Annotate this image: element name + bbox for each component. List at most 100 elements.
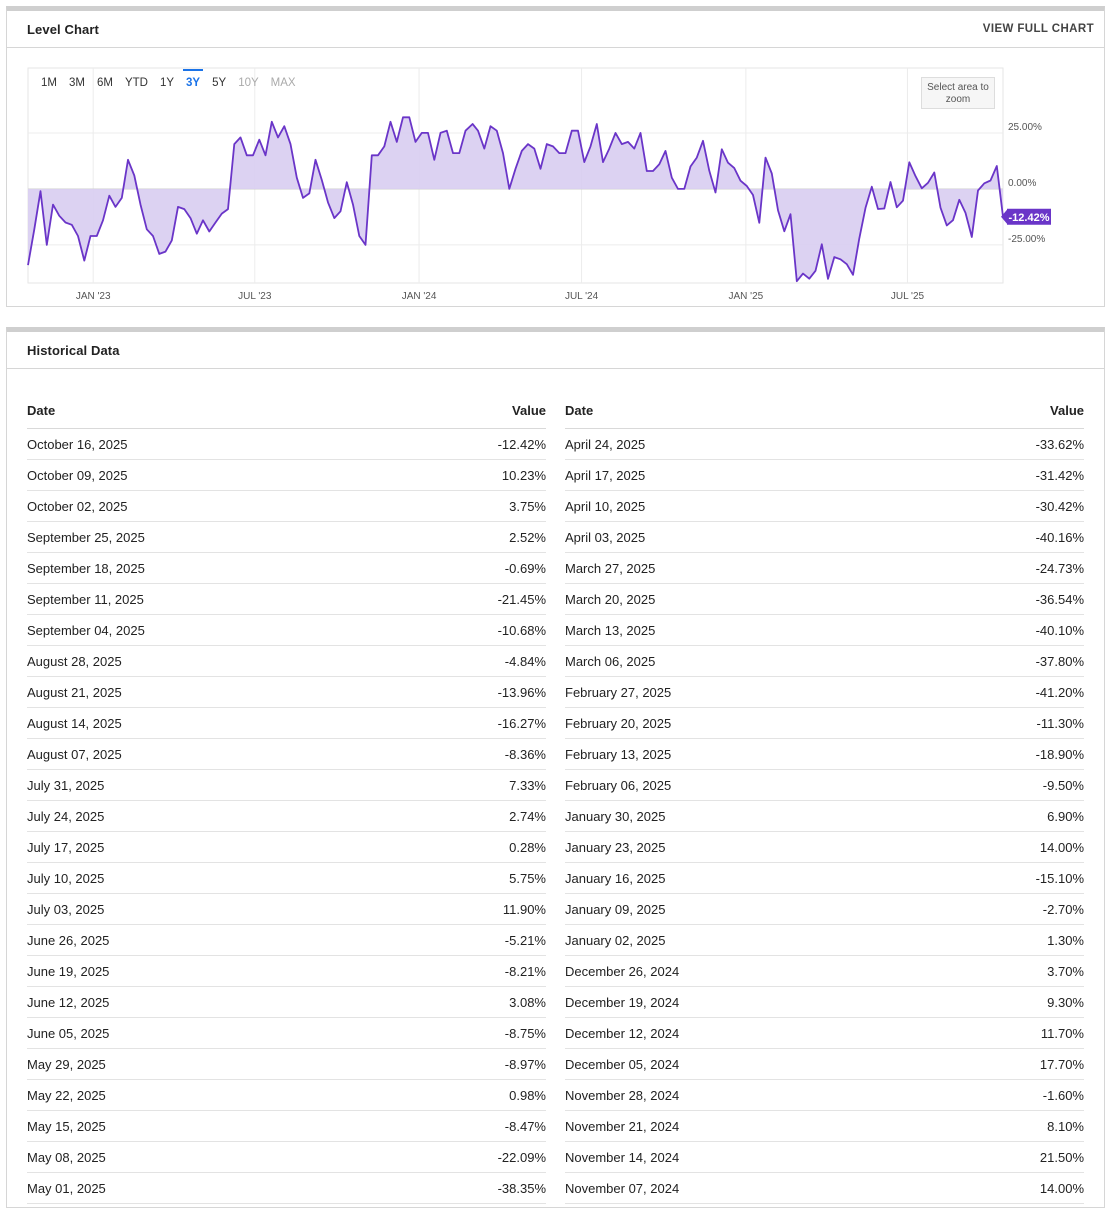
row-date: January 23, 2025: [565, 839, 666, 855]
date-column-header: Date: [565, 402, 594, 418]
row-date: December 26, 2024: [565, 963, 680, 979]
table-row: June 26, 2025 -5.21%: [27, 925, 546, 956]
row-date: February 06, 2025: [565, 777, 672, 793]
x-tick-label: JUL '25: [891, 291, 925, 302]
current-value-label: -12.42%: [1009, 212, 1050, 224]
table-row: February 06, 2025 -9.50%: [565, 770, 1084, 801]
y-tick-label: 25.00%: [1008, 122, 1042, 133]
table-row: December 26, 2024 3.70%: [565, 956, 1084, 987]
table-row: June 12, 2025 3.08%: [27, 987, 546, 1018]
table-row: January 09, 2025 -2.70%: [565, 894, 1084, 925]
row-date: November 21, 2024: [565, 1118, 680, 1134]
range-button-10y: 10Y: [238, 77, 259, 89]
table-row: August 07, 2025 -8.36%: [27, 739, 546, 770]
row-value: 10.23%: [501, 467, 546, 483]
chart-area[interactable]: JAN '23 JUL '23 JAN '24 JUL '24 JAN '25 JUL '…: [7, 48, 1104, 307]
table-row: March 20, 2025 -36.54%: [565, 584, 1084, 615]
current-value-badge: [1007, 208, 1051, 225]
row-date: April 10, 2025: [565, 498, 646, 514]
row-value: -36.54%: [1035, 591, 1084, 607]
row-value: 3.75%: [509, 498, 546, 514]
row-value: 17.70%: [1039, 1056, 1084, 1072]
table-row: December 05, 2024 17.70%: [565, 1049, 1084, 1080]
range-button-5y[interactable]: 5Y: [212, 77, 227, 89]
historical-data-header: Historical Data: [7, 332, 1104, 369]
row-value: -38.35%: [497, 1180, 546, 1196]
table-row: November 28, 2024 -1.60%: [565, 1080, 1084, 1111]
row-date: June 05, 2025: [27, 1025, 110, 1041]
table-row: July 31, 2025 7.33%: [27, 770, 546, 801]
row-date: May 15, 2025: [27, 1118, 106, 1134]
x-tick-label: JUL '23: [238, 291, 272, 302]
range-button-ytd[interactable]: YTD: [124, 77, 148, 89]
row-value: -11.30%: [1036, 715, 1084, 731]
range-button-1y[interactable]: 1Y: [159, 77, 175, 89]
range-button-3m[interactable]: 3M: [68, 77, 85, 89]
range-button-1m[interactable]: 1M: [41, 77, 57, 89]
row-value: -2.70%: [1042, 901, 1084, 917]
range-button-6m[interactable]: 6M: [96, 77, 113, 89]
row-value: -22.09%: [497, 1149, 546, 1165]
row-value: 5.75%: [509, 870, 546, 886]
row-date: February 20, 2025: [565, 715, 672, 731]
range-button-max: MAX: [270, 77, 296, 89]
table-row: May 01, 2025 -38.35%: [27, 1173, 546, 1204]
row-date: October 16, 2025: [27, 436, 128, 452]
table-row: May 22, 2025 0.98%: [27, 1080, 546, 1111]
row-value: -13.96%: [497, 684, 546, 700]
table-row: April 24, 2025 -33.62%: [565, 429, 1084, 460]
table-row: November 21, 2024 8.10%: [565, 1111, 1084, 1142]
historical-data-panel: Historical Data Date Value October 16, 2…: [6, 327, 1105, 1208]
row-value: -21.45%: [497, 591, 546, 607]
series-line: [27, 116, 1004, 283]
table-row: July 03, 2025 11.90%: [27, 894, 546, 925]
row-value: -1.60%: [1042, 1087, 1084, 1103]
row-value: -37.80%: [1035, 653, 1084, 669]
table-row: June 19, 2025 -8.21%: [27, 956, 546, 987]
table-row: October 09, 2025 10.23%: [27, 460, 546, 491]
row-value: -40.10%: [1035, 622, 1084, 638]
range-selector: 1M 3M 6M YTD 1Y 3Y 5Y 10Y MAX: [35, 69, 302, 91]
plot-frame: [27, 67, 1004, 284]
view-full-chart-link[interactable]: VIEW FULL CHART: [982, 23, 1094, 35]
row-date: March 27, 2025: [565, 560, 656, 576]
table-row: August 14, 2025 -16.27%: [27, 708, 546, 739]
row-value: -41.20%: [1035, 684, 1084, 700]
row-date: December 19, 2024: [565, 994, 680, 1010]
range-button-3y[interactable]: 3Y: [180, 69, 206, 91]
row-date: March 13, 2025: [565, 622, 656, 638]
table-row: May 29, 2025 -8.97%: [27, 1049, 546, 1080]
level-chart-svg[interactable]: JAN '23 JUL '23 JAN '24 JUL '24 JAN '25 JUL '…: [7, 48, 1104, 307]
row-date: June 19, 2025: [27, 963, 110, 979]
row-date: May 08, 2025: [27, 1149, 106, 1165]
row-value: -24.73%: [1035, 560, 1084, 576]
row-date: April 03, 2025: [565, 529, 646, 545]
table-row: September 11, 2025 -21.45%: [27, 584, 546, 615]
historical-data-title: Historical Data: [27, 342, 120, 358]
row-value: -8.21%: [504, 963, 546, 979]
row-value: -8.75%: [504, 1025, 546, 1041]
current-value-pointer: [1001, 209, 1007, 224]
x-tick-label: JAN '23: [76, 291, 111, 302]
row-date: December 05, 2024: [565, 1056, 680, 1072]
table-header: Date Value: [565, 392, 1084, 429]
table-row: November 14, 2024 21.50%: [565, 1142, 1084, 1173]
x-tick-label: JAN '25: [729, 291, 764, 302]
row-date: November 28, 2024: [565, 1087, 680, 1103]
row-value: 2.74%: [509, 808, 546, 824]
row-date: March 06, 2025: [565, 653, 656, 669]
level-chart-title: Level Chart: [27, 21, 99, 37]
row-value: 1.30%: [1047, 932, 1084, 948]
row-value: -9.50%: [1042, 777, 1084, 793]
row-date: January 30, 2025: [565, 808, 666, 824]
row-date: October 09, 2025: [27, 467, 128, 483]
row-date: November 14, 2024: [565, 1149, 680, 1165]
row-value: 6.90%: [1047, 808, 1084, 824]
row-value: 0.28%: [509, 839, 546, 855]
table-row: September 25, 2025 2.52%: [27, 522, 546, 553]
table-row: November 07, 2024 14.00%: [565, 1173, 1084, 1204]
table-row: October 02, 2025 3.75%: [27, 491, 546, 522]
row-date: February 13, 2025: [565, 746, 672, 762]
date-column-header: Date: [27, 402, 56, 418]
table-row: January 02, 2025 1.30%: [565, 925, 1084, 956]
